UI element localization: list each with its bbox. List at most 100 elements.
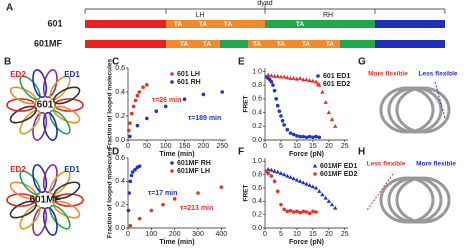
data-point [314,134,318,139]
data-point [128,223,133,228]
data-point [317,135,322,140]
legend-label: 601 LH [177,71,200,78]
y-axis-label: Fraction of looped molecules [107,147,114,238]
data-point [329,202,335,207]
legend-marker [170,72,174,76]
x-tick-label: 0 [126,143,130,150]
y-tick-label: 0.6 [115,65,125,72]
y-tick-label: 0.8 [252,172,262,179]
x-tick-label: 10 [293,143,301,150]
ta-label: TA [326,41,334,48]
data-point [307,134,312,139]
x-tick-label: 5 [279,231,283,238]
data-point [149,208,154,213]
legend-marker [316,74,320,78]
data-point [317,189,322,193]
y-tick-label: 0.2 [115,202,125,209]
data-point [137,90,142,94]
x-tick-label: 15 [309,143,317,150]
data-point [310,184,316,189]
dna-loop [52,105,81,124]
ta-label: TA [253,41,261,48]
data-point [128,179,133,184]
x-tick-label: 150 [179,143,191,150]
dna-loop [19,204,41,230]
data-point [281,74,287,79]
data-point [219,185,224,189]
data-point [278,74,284,79]
data-point [272,179,277,184]
data-point [295,209,299,214]
dna-loop [32,111,48,141]
data-point [126,128,131,133]
data-point [135,93,140,98]
data-point [272,88,277,93]
sequence-segment [375,20,445,28]
coil-turn [395,86,451,134]
flex-label: Less flexible [366,161,405,168]
panel-letter: G [358,57,366,68]
legend-marker [312,163,318,168]
data-point [275,169,280,174]
dna-loop [42,206,58,236]
y-axis-label: Fraction of looped molecules [107,58,114,149]
data-point [301,180,306,185]
sequence-segment [85,20,166,28]
data-point [285,127,290,132]
model-label: 601 [37,100,54,111]
data-point [274,97,278,101]
dna-loop [54,98,84,112]
x-tick-label: 0 [263,143,267,150]
data-point [285,209,290,214]
dna-loop [49,109,71,135]
annotation: τ=17 min [148,190,177,197]
ta-label: TA [224,21,232,28]
data-point [271,83,275,87]
data-point [320,192,325,197]
data-point [201,92,206,97]
flex-label: More flexible [368,71,408,78]
legend-marker [315,81,321,86]
y-tick-label: 0.0 [252,225,262,232]
data-point [145,83,149,87]
data-point [278,171,284,175]
data-point [307,183,312,187]
data-point [280,119,285,123]
y-axis-label: FRET [243,95,250,112]
data-point [301,134,306,139]
x-tick-label: 5 [279,143,283,150]
dna-loop [19,75,41,101]
data-point [291,176,296,181]
data-point [307,78,312,82]
x-tick-label: 10 [293,231,301,238]
dna-loop [32,69,48,99]
y-tick-label: 1.0 [252,158,262,165]
dna-loop [9,86,38,105]
y-tick-label: 0.0 [115,225,125,232]
data-point [288,175,293,179]
sequence-segment [85,40,166,48]
legend-label: 601 ED2 [323,81,350,88]
data-point [182,97,187,101]
sequence-segment [340,40,375,48]
legend-label: 601 ED1 [323,73,350,80]
data-point [128,121,132,125]
x-tick-label: 50 [143,143,151,150]
row-label: 601MF [34,38,63,48]
data-point [279,114,283,118]
data-point [141,85,145,89]
x-tick-label: 200 [198,143,210,150]
dna-loop [54,193,84,207]
data-point [297,75,303,80]
y-tick-label: 0.4 [252,198,262,205]
x-axis-label: Force (pN) [289,239,324,246]
annotation: τ=213 min [180,205,213,212]
data-point [313,185,319,190]
legend-label: 601MF LH [177,168,210,175]
dna-loop [19,109,41,135]
data-point [128,134,132,139]
x-tick-label: 20 [325,143,333,150]
panel-letter: B [4,57,11,68]
legend-marker [170,161,174,165]
data-point [294,76,300,81]
